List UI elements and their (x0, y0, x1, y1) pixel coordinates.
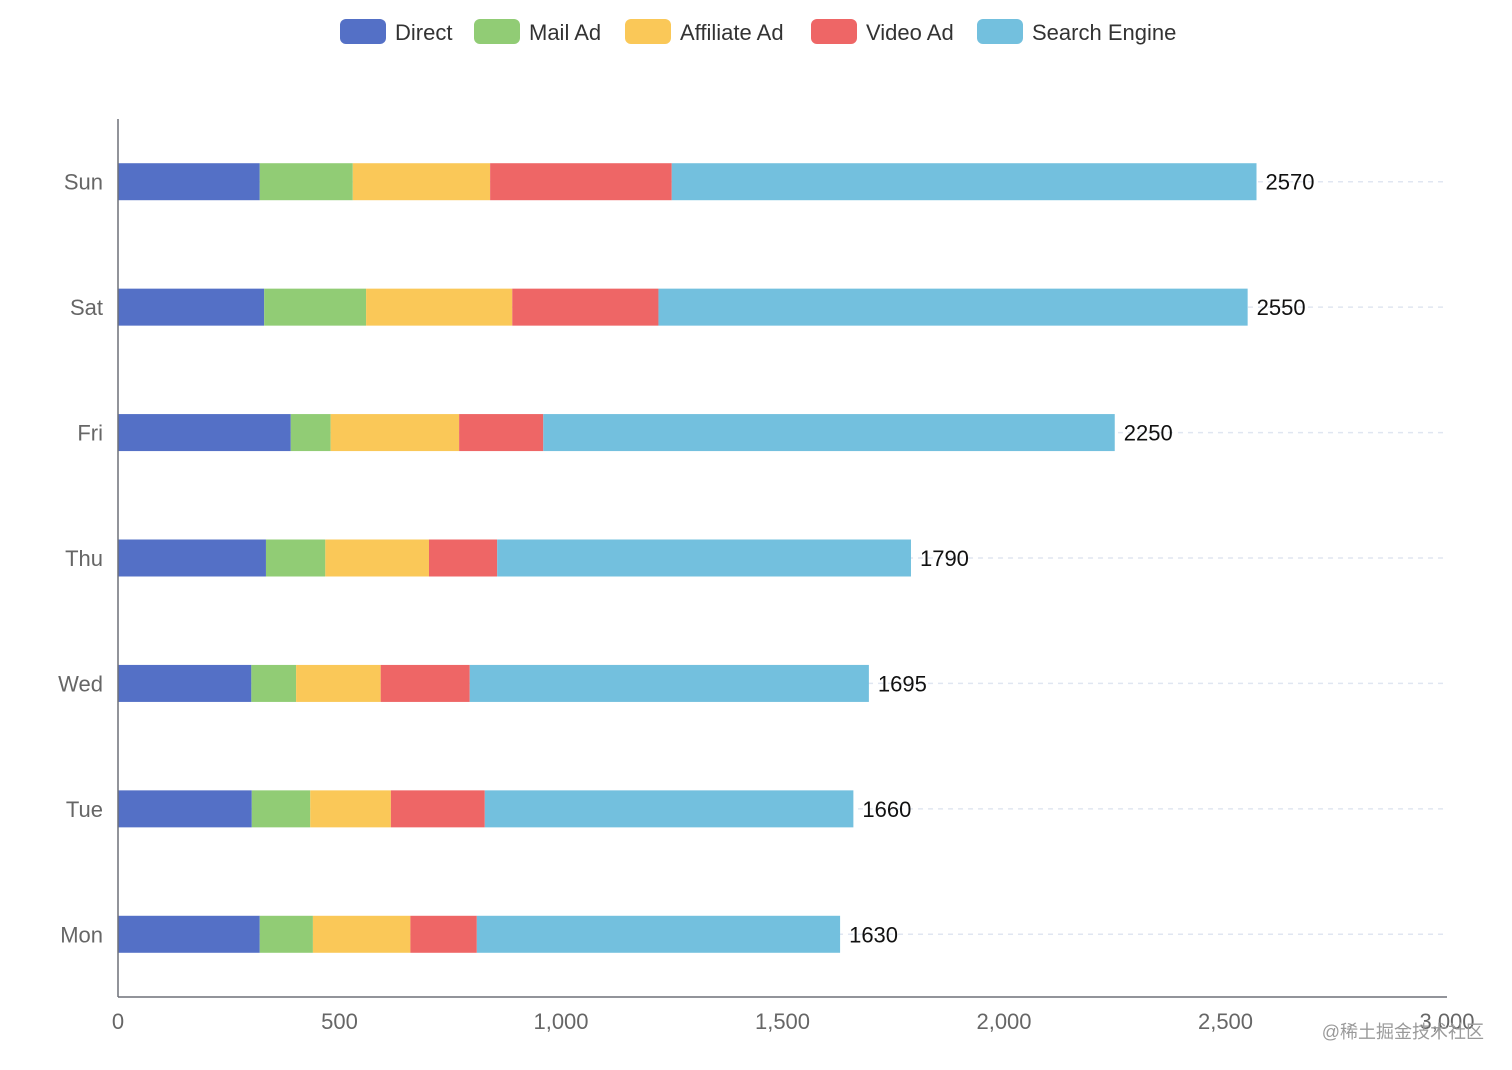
bar-thu-direct[interactable] (118, 539, 266, 577)
bar-mon-video-ad[interactable] (410, 915, 477, 953)
legend-swatch-search-engine (977, 19, 1023, 44)
bar-row-tue (118, 790, 854, 828)
legend-label-direct: Direct (395, 20, 452, 45)
y-tick-label-sat: Sat (70, 295, 103, 320)
bar-fri-search-engine[interactable] (543, 414, 1115, 452)
x-tick-label-2-000: 2,000 (976, 1009, 1031, 1034)
bar-sat-video-ad[interactable] (512, 288, 659, 326)
legend-swatch-mail-ad (474, 19, 520, 44)
bar-row-mon (118, 915, 841, 953)
total-label-thu: 1790 (920, 546, 969, 571)
legend-label-search-engine: Search Engine (1032, 20, 1176, 45)
bar-tue-search-engine[interactable] (484, 790, 854, 828)
total-label-sat: 2550 (1257, 295, 1306, 320)
x-tick-label-1-500: 1,500 (755, 1009, 810, 1034)
bar-thu-mail-ad[interactable] (265, 539, 326, 577)
legend-swatch-direct (340, 19, 386, 44)
bar-tue-direct[interactable] (118, 790, 252, 828)
bar-thu-search-engine[interactable] (497, 539, 911, 577)
legend: Direct Mail Ad Affiliate Ad Video Ad Search … (340, 19, 1176, 45)
bar-fri-video-ad[interactable] (459, 414, 544, 452)
bar-thu-affiliate-ad[interactable] (325, 539, 429, 577)
bar-wed-search-engine[interactable] (469, 664, 869, 702)
legend-item-direct[interactable]: Direct (340, 19, 452, 45)
bar-tue-affiliate-ad[interactable] (310, 790, 391, 828)
bar-tue-video-ad[interactable] (390, 790, 485, 828)
bar-fri-affiliate-ad[interactable] (330, 414, 460, 452)
bar-sat-affiliate-ad[interactable] (366, 288, 513, 326)
bar-row-wed (118, 664, 869, 702)
bar-sun-direct[interactable] (118, 163, 260, 201)
bar-wed-affiliate-ad[interactable] (296, 664, 381, 702)
legend-item-search-engine[interactable]: Search Engine (977, 19, 1176, 45)
total-label-mon: 1630 (849, 922, 898, 947)
total-label-fri: 2250 (1124, 421, 1173, 446)
bar-mon-affiliate-ad[interactable] (312, 915, 411, 953)
bar-sun-video-ad[interactable] (490, 163, 672, 201)
x-tick-label-2-500: 2,500 (1198, 1009, 1253, 1034)
y-tick-label-thu: Thu (65, 546, 103, 571)
x-tick-label-1-000: 1,000 (533, 1009, 588, 1034)
watermark-text: @稀土掘金技术社区 (1322, 1022, 1484, 1042)
y-tick-label-fri: Fri (77, 421, 103, 446)
x-tick-label-3-000: 3,000 (1419, 1009, 1474, 1034)
bar-row-sun (118, 163, 1257, 201)
y-tick-label-sun: Sun (64, 170, 103, 195)
bar-sat-mail-ad[interactable] (264, 288, 367, 326)
bar-row-fri (118, 414, 1115, 452)
bar-row-thu (118, 539, 911, 577)
bar-sun-search-engine[interactable] (671, 163, 1257, 201)
bar-sat-search-engine[interactable] (658, 288, 1248, 326)
legend-item-mail-ad[interactable]: Mail Ad (474, 19, 601, 45)
legend-label-video-ad: Video Ad (866, 20, 954, 45)
bar-sat-direct[interactable] (118, 288, 265, 326)
bar-wed-video-ad[interactable] (380, 664, 470, 702)
bar-fri-direct[interactable] (118, 414, 291, 452)
x-tick-label-0: 0 (112, 1009, 124, 1034)
y-tick-label-tue: Tue (66, 797, 103, 822)
bar-mon-direct[interactable] (118, 915, 260, 953)
bar-wed-direct[interactable] (118, 664, 252, 702)
bars (118, 163, 1257, 953)
axes (117, 119, 1447, 998)
legend-item-video-ad[interactable]: Video Ad (811, 19, 954, 45)
bar-thu-video-ad[interactable] (428, 539, 498, 577)
total-label-tue: 1660 (862, 797, 911, 822)
total-label-sun: 2570 (1266, 170, 1315, 195)
bar-tue-mail-ad[interactable] (251, 790, 311, 828)
bar-sun-mail-ad[interactable] (259, 163, 353, 201)
bar-row-sat (118, 288, 1248, 326)
legend-swatch-affiliate-ad (625, 19, 671, 44)
legend-label-affiliate-ad: Affiliate Ad (680, 20, 784, 45)
legend-label-mail-ad: Mail Ad (529, 20, 601, 45)
y-tick-label-mon: Mon (60, 922, 103, 947)
bar-wed-mail-ad[interactable] (251, 664, 297, 702)
bar-sun-affiliate-ad[interactable] (352, 163, 491, 201)
labels: Mon Tue Wed Thu Fri Sat Sun 0 500 1,000 1,500 2,000… (58, 170, 1474, 1034)
bar-mon-search-engine[interactable] (476, 915, 841, 953)
legend-swatch-video-ad (811, 19, 857, 44)
legend-item-affiliate-ad[interactable]: Affiliate Ad (625, 19, 784, 45)
y-tick-label-wed: Wed (58, 671, 103, 696)
bar-mon-mail-ad[interactable] (259, 915, 313, 953)
x-tick-label-500: 500 (321, 1009, 358, 1034)
total-label-wed: 1695 (878, 671, 927, 696)
bar-fri-mail-ad[interactable] (290, 414, 331, 452)
